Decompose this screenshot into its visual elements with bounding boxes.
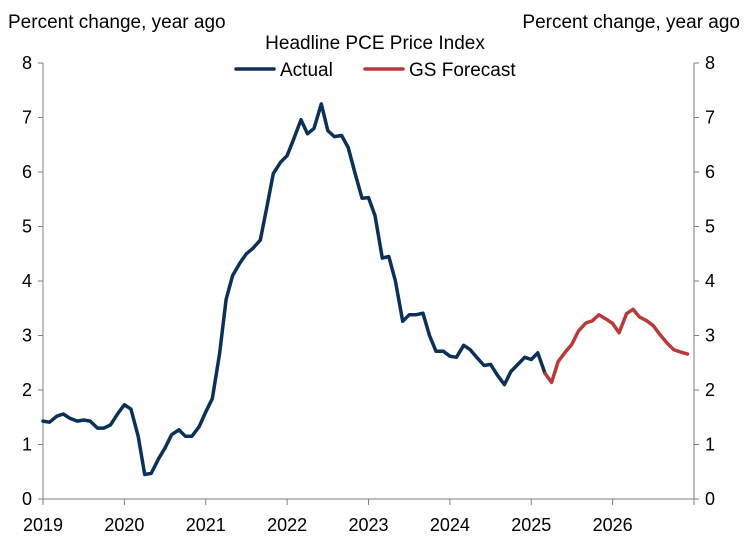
y-tick-label-left: 1 [22,435,32,455]
y-tick-label-right: 0 [705,489,715,509]
y-tick-label-left: 0 [22,489,32,509]
axes: 0 0 1 1 2 2 3 3 4 4 5 5 6 6 7 7 8 8 2019 2020 2021 2022 2023 20… [22,53,715,535]
y-tick-label-left: 8 [22,53,32,73]
right-axis-caption: Percent change, year ago [522,12,740,33]
y-tick-label-left: 6 [22,162,32,182]
x-tick-label: 2023 [348,515,388,535]
x-tick-label: 2026 [593,515,633,535]
y-tick-label-left: 3 [22,326,32,346]
legend-label-forecast: GS Forecast [409,60,516,81]
y-tick-label-left: 5 [22,217,32,237]
left-axis-caption: Percent change, year ago [8,12,226,33]
x-tick-label: 2021 [186,515,226,535]
x-tick-label: 2019 [23,515,63,535]
y-tick-label-right: 1 [705,435,715,455]
y-tick-label-right: 6 [705,162,715,182]
y-tick-label-right: 7 [705,108,715,128]
y-tick-label-right: 2 [705,380,715,400]
x-tick-label: 2025 [511,515,551,535]
y-tick-label-right: 8 [705,53,715,73]
x-tick-label: 2020 [104,515,144,535]
forecast-series-line [543,307,690,385]
y-tick-label-left: 4 [22,271,32,291]
y-tick-label-left: 2 [22,380,32,400]
y-tick-label-right: 5 [705,217,715,237]
x-tick-label: 2024 [430,515,470,535]
y-tick-label-right: 4 [705,271,715,291]
legend: Actual GS Forecast [234,60,516,81]
series-layer [41,102,690,477]
y-tick-label-right: 3 [705,326,715,346]
y-tick-label-left: 7 [22,108,32,128]
actual-series-line [41,102,547,477]
chart-title: Headline PCE Price Index [265,33,485,54]
legend-label-actual: Actual [280,60,333,81]
x-tick-label: 2022 [267,515,307,535]
